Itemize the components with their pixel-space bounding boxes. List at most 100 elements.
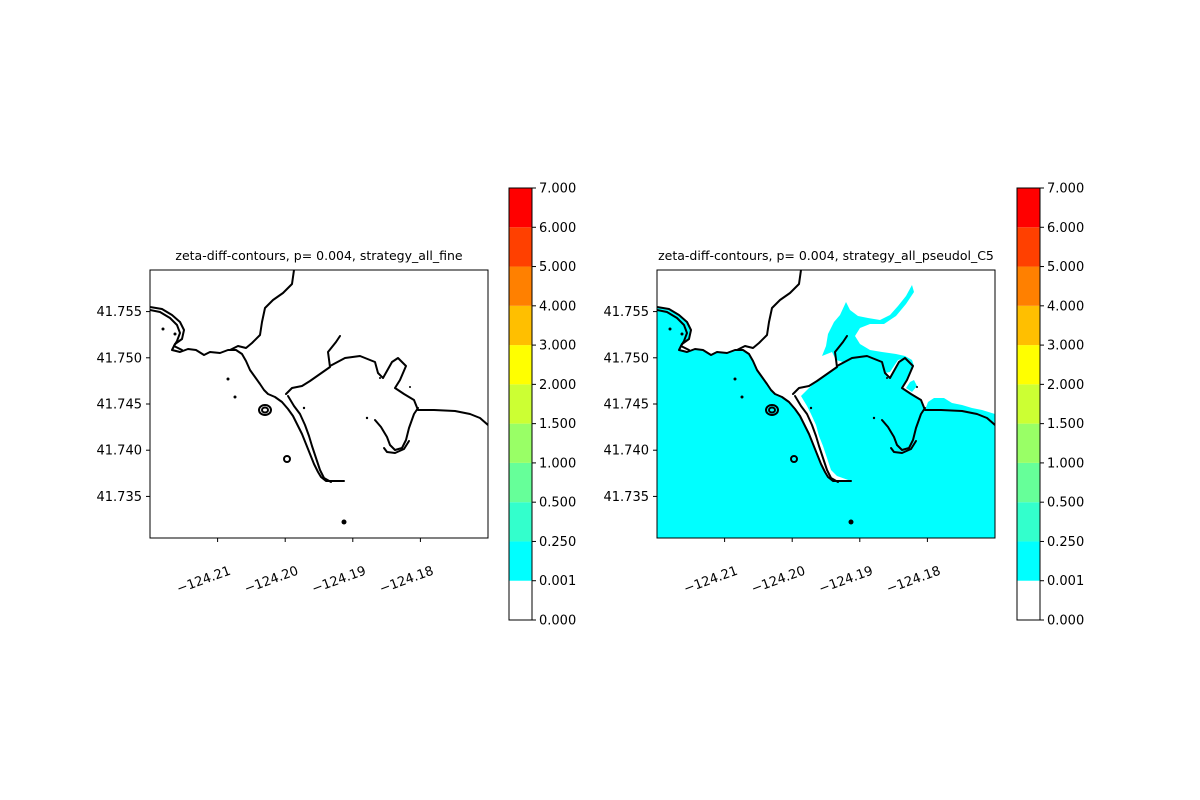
colorbar-segment — [1017, 345, 1040, 385]
colorbar-segment — [509, 423, 532, 463]
right-panel: zeta-diff-contours, p= 0.004, strategy_a… — [604, 182, 1085, 629]
colorbar-tick-label: 5.000 — [539, 260, 576, 275]
colorbar-tick-label: 0.000 — [1047, 614, 1084, 629]
colorbar-tick-label: 0.500 — [1047, 496, 1084, 511]
left-plot-background — [150, 270, 488, 538]
right-colorbar: 0.000 0.001 0.250 0.500 1.000 1.500 2.000 3.000… — [1016, 182, 1084, 629]
colorbar-tick-label: 0.500 — [539, 496, 576, 511]
right-island-1-inner — [768, 406, 776, 414]
colorbar-tick-label: 5.000 — [1047, 260, 1084, 275]
colorbar-segment — [1017, 227, 1040, 267]
right-chart-title: zeta-diff-contours, p= 0.004, strategy_a… — [658, 248, 994, 263]
right-coastline — [657, 270, 995, 483]
colorbar-segment — [1017, 462, 1040, 503]
colorbar-segment — [1017, 188, 1040, 228]
colorbar-segment — [509, 502, 532, 542]
colorbar-tick-label: 4.000 — [1047, 299, 1084, 314]
colorbar-segment — [1017, 541, 1040, 581]
right-south-bay — [881, 407, 926, 451]
filled-contour-east-inlet — [906, 380, 917, 392]
right-river-inlet — [736, 270, 802, 351]
x-tick-label: −124.20 — [242, 564, 300, 597]
colorbar-frame — [508, 187, 533, 621]
left-bay-shore — [329, 355, 488, 426]
left-chart-title: zeta-diff-contours, p= 0.004, strategy_a… — [175, 248, 463, 263]
left-spit-inner — [287, 395, 332, 483]
right-south-loop — [890, 440, 917, 454]
colorbar-tick-label: 7.000 — [539, 182, 576, 197]
left-river-inlet — [229, 270, 295, 351]
colorbar-tick-label: 2.000 — [1047, 378, 1084, 393]
left-north-shore-inner — [150, 309, 183, 351]
colorbar-frame — [1016, 187, 1041, 621]
colorbar-tick-label: 0.250 — [1047, 535, 1084, 550]
right-y-axis: 41.735 41.740 41.745 41.750 41.755 — [604, 305, 657, 505]
colorbar-segment — [1017, 423, 1040, 463]
colorbar-segment — [1017, 266, 1040, 306]
right-north-shore-inner — [657, 309, 690, 351]
filled-contour-north-shallows — [822, 285, 914, 373]
left-rock-dots — [161, 327, 411, 525]
left-south-bay — [374, 407, 419, 451]
y-tick-label: 41.755 — [97, 305, 143, 320]
y-tick-label: 41.735 — [604, 490, 650, 505]
left-y-axis: 41.735 41.740 41.745 41.750 41.755 — [97, 305, 150, 505]
right-bay-shore — [836, 355, 995, 426]
right-x-axis: −124.21 −124.20 −124.19 −124.18 — [682, 538, 943, 597]
y-tick-label: 41.740 — [604, 444, 650, 459]
colorbar-tick-label: 1.500 — [1047, 417, 1084, 432]
x-tick-label: −124.20 — [749, 564, 807, 597]
colorbar-tick-label: 0.250 — [539, 535, 576, 550]
y-tick-label: 41.755 — [604, 305, 650, 320]
filled-contour-east-shallows — [925, 398, 995, 425]
left-colorbar: 0.000 0.001 0.250 0.500 1.000 1.500 2.000 3.000… — [508, 182, 576, 629]
colorbar-segment — [509, 266, 532, 306]
x-tick-label: −124.21 — [682, 564, 740, 597]
y-tick-label: 41.750 — [97, 351, 143, 366]
left-x-axis: −124.21 −124.20 −124.19 −124.18 — [175, 538, 436, 597]
colorbar-segment — [509, 345, 532, 385]
colorbar-segment — [509, 541, 532, 581]
colorbar-tick-label: 3.000 — [1047, 339, 1084, 354]
right-island-2 — [790, 455, 798, 463]
x-tick-label: −124.19 — [817, 564, 875, 597]
colorbar-segment — [1017, 580, 1040, 620]
colorbar-tick-label: 0.000 — [539, 614, 576, 629]
y-tick-label: 41.750 — [604, 351, 650, 366]
left-spit-outer — [285, 335, 341, 395]
colorbar-tick-label: 2.000 — [539, 378, 576, 393]
y-tick-label: 41.740 — [97, 444, 143, 459]
y-tick-label: 41.745 — [97, 398, 143, 413]
colorbar-tick-label: 1.500 — [539, 417, 576, 432]
right-island-1 — [765, 404, 779, 416]
y-tick-label: 41.745 — [604, 398, 650, 413]
x-tick-label: −124.19 — [310, 564, 368, 597]
colorbar-tick-label: 6.000 — [539, 221, 576, 236]
x-tick-label: −124.18 — [378, 564, 436, 597]
left-panel: zeta-diff-contours, p= 0.004, strategy_a… — [97, 182, 577, 629]
colorbar-segment — [1017, 384, 1040, 424]
colorbar-segment — [509, 384, 532, 424]
right-rock-dots — [668, 327, 918, 525]
left-coastline — [150, 270, 488, 483]
right-spit-inner — [794, 395, 839, 483]
colorbar-segment — [509, 227, 532, 267]
colorbar-tick-label: 0.001 — [1047, 574, 1084, 589]
y-tick-label: 41.735 — [97, 490, 143, 505]
colorbar-segment — [1017, 502, 1040, 542]
left-south-loop — [383, 440, 410, 454]
colorbar-segment — [509, 580, 532, 620]
left-island-1 — [258, 404, 272, 416]
left-island-1-inner — [261, 406, 269, 414]
colorbar-segment — [509, 188, 532, 228]
colorbar-tick-label: 3.000 — [539, 339, 576, 354]
colorbar-segment — [1017, 305, 1040, 346]
colorbar-segment — [509, 462, 532, 503]
colorbar-tick-label: 1.000 — [1047, 456, 1084, 471]
colorbar-tick-label: 0.001 — [539, 574, 576, 589]
colorbar-tick-label: 6.000 — [1047, 221, 1084, 236]
colorbar-tick-label: 7.000 — [1047, 182, 1084, 197]
x-tick-label: −124.18 — [885, 564, 943, 597]
left-island-2 — [283, 455, 291, 463]
